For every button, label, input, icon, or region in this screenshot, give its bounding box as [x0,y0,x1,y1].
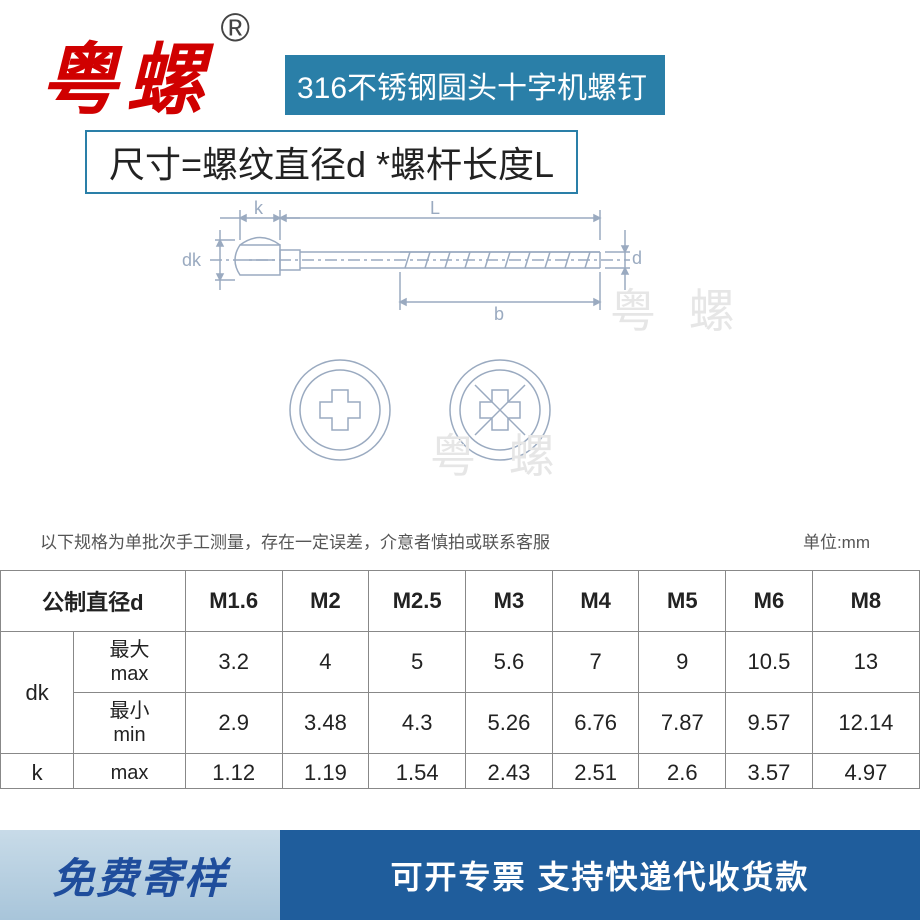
dim-label-d: d [632,248,642,268]
value-cell: 12.14 [812,693,919,754]
value-cell: 3.2 [185,632,282,693]
banner-left-text: 免费寄样 [0,830,280,920]
value-cell: 10.5 [726,632,813,693]
value-cell: 9 [639,632,726,693]
value-cell: 1.19 [282,754,369,789]
spec-table: 公制直径d M1.6 M2 M2.5 M3 M4 M5 M6 M8 dk 最大m… [0,570,920,789]
size-formula: 尺寸=螺纹直径d *螺杆长度L [85,130,578,194]
dim-label-b: b [494,304,504,324]
bottom-banner: 免费寄样 可开专票 支持快递代收货款 [0,830,920,920]
header-cell: M1.6 [185,571,282,632]
header-cell: M5 [639,571,726,632]
table-header-row: 公制直径d M1.6 M2 M2.5 M3 M4 M5 M6 M8 [1,571,920,632]
screw-diagram: k L dk d b [180,200,740,500]
header-cell: M8 [812,571,919,632]
value-cell: 1.12 [185,754,282,789]
value-cell: 7 [552,632,639,693]
value-cell: 2.43 [466,754,553,789]
value-cell: 7.87 [639,693,726,754]
table-row: k max 1.12 1.19 1.54 2.43 2.51 2.6 3.57 … [1,754,920,789]
measurement-note: 以下规格为单批次手工测量，存在一定误差，介意者慎拍或联系客服 [40,528,550,553]
value-cell: 9.57 [726,693,813,754]
value-cell: 4.3 [369,693,466,754]
header-cell: M4 [552,571,639,632]
header-cell: M6 [726,571,813,632]
table-row: 最小min 2.9 3.48 4.3 5.26 6.76 7.87 9.57 1… [1,693,920,754]
value-cell: 4 [282,632,369,693]
value-cell: 5.6 [466,632,553,693]
brand-logo: 粤螺 ® [40,18,212,130]
product-title: 316不锈钢圆头十字机螺钉 [285,55,665,115]
value-cell: 5.26 [466,693,553,754]
value-cell: 4.97 [812,754,919,789]
dim-label-dk: dk [182,250,202,270]
label-cell: 最大max [74,632,185,693]
value-cell: 1.54 [369,754,466,789]
value-cell: 3.57 [726,754,813,789]
brand-name: 粤螺 [40,18,212,130]
dim-label-k: k [254,200,264,218]
banner-right-text: 可开专票 支持快递代收货款 [280,830,920,920]
value-cell: 2.9 [185,693,282,754]
header-cell: M3 [466,571,553,632]
value-cell: 6.76 [552,693,639,754]
value-cell: 2.51 [552,754,639,789]
value-cell: 5 [369,632,466,693]
value-cell: 13 [812,632,919,693]
group-cell: k [1,754,74,789]
dim-label-L: L [430,200,440,218]
header-cell: M2 [282,571,369,632]
group-cell: dk [1,632,74,754]
header-cell: 公制直径d [1,571,186,632]
header-cell: M2.5 [369,571,466,632]
label-cell: 最小min [74,693,185,754]
table-row: dk 最大max 3.2 4 5 5.6 7 9 10.5 13 [1,632,920,693]
value-cell: 2.6 [639,754,726,789]
unit-label: 单位:mm [803,528,870,553]
label-cell: max [74,754,185,789]
registered-mark: ® [221,6,250,51]
value-cell: 3.48 [282,693,369,754]
